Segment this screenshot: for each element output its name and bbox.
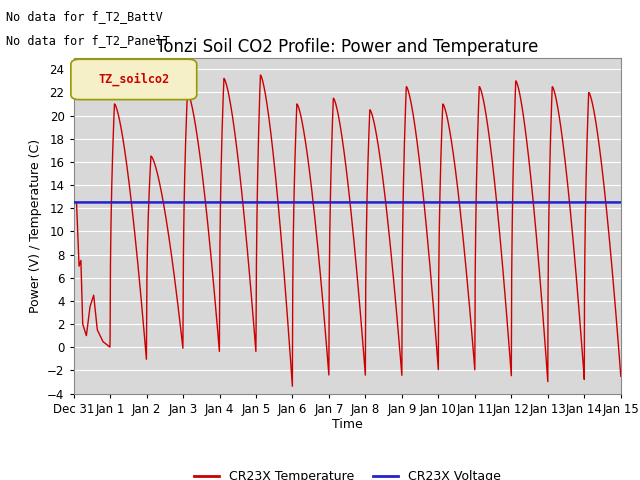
FancyBboxPatch shape [71,60,196,100]
X-axis label: Time: Time [332,419,363,432]
Text: No data for f_T2_BattV: No data for f_T2_BattV [6,10,163,23]
Legend: CR23X Temperature, CR23X Voltage: CR23X Temperature, CR23X Voltage [189,465,506,480]
Title: Tonzi Soil CO2 Profile: Power and Temperature: Tonzi Soil CO2 Profile: Power and Temper… [156,38,538,56]
Text: TZ_soilco2: TZ_soilco2 [98,73,170,86]
Y-axis label: Power (V) / Temperature (C): Power (V) / Temperature (C) [29,139,42,312]
Text: No data for f_T2_PanelT: No data for f_T2_PanelT [6,34,170,47]
